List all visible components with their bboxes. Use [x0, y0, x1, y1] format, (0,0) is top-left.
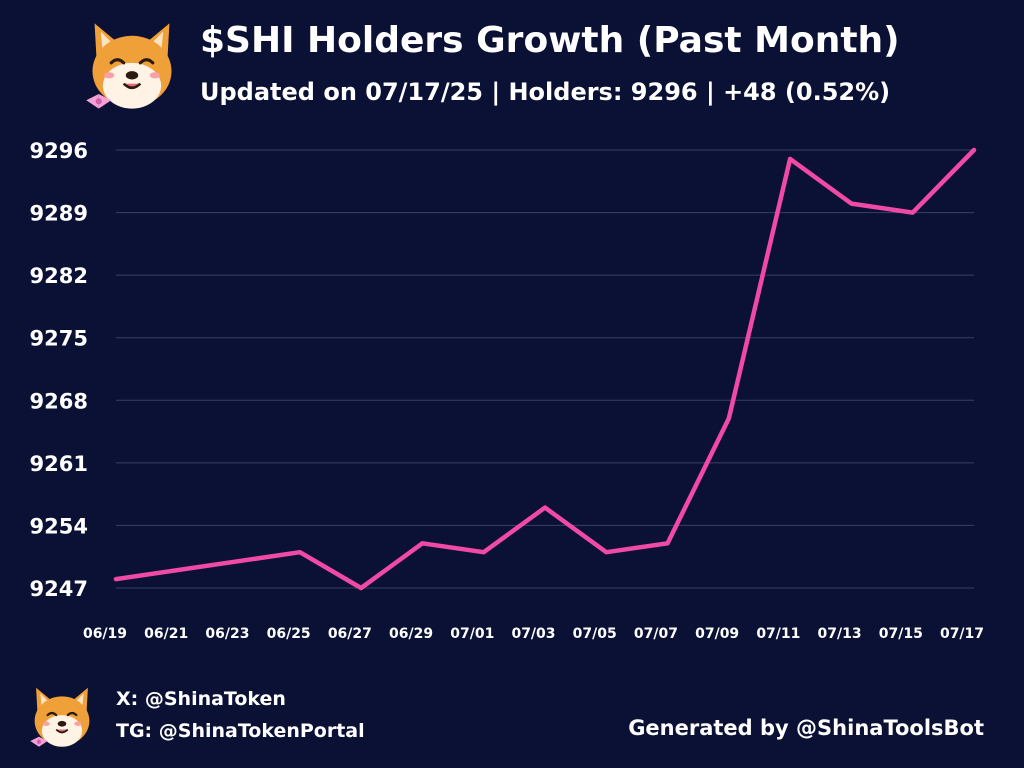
- shina-logo-small: [30, 687, 90, 747]
- chart-title: $SHI Holders Growth (Past Month): [200, 20, 900, 61]
- generated-by-label: Generated by @ShinaToolsBot: [628, 716, 984, 740]
- shina-logo: [86, 23, 172, 109]
- y-tick-label: 9254: [30, 514, 88, 538]
- x-tick-label: 07/15: [879, 626, 923, 642]
- series-line: [113, 147, 977, 591]
- y-tick-label: 9247: [30, 577, 88, 601]
- chart-subtitle: Updated on 07/17/25 | Holders: 9296 | +4…: [200, 78, 891, 106]
- x-tick-label: 07/01: [450, 626, 494, 642]
- line-chart: 9247 9254 9261 9268 9275 9282 9289 9296 06/19 06…: [30, 139, 984, 642]
- x-tick-label: 07/17: [940, 626, 984, 642]
- x-tick-label: 06/21: [144, 626, 188, 642]
- x-tick-label: 07/09: [695, 626, 739, 642]
- x-tick-label: 06/27: [328, 626, 372, 642]
- x-tick-label: 06/23: [205, 626, 249, 642]
- x-tick-label: 07/07: [634, 626, 678, 642]
- y-tick-label: 9296: [30, 139, 88, 163]
- x-tick-label: 06/25: [267, 626, 311, 642]
- x-tick-label: 06/19: [83, 626, 127, 642]
- x-tick-label: 07/11: [756, 626, 800, 642]
- y-tick-label: 9289: [30, 202, 88, 226]
- y-tick-label: 9275: [30, 327, 88, 351]
- x-tick-label: 07/13: [818, 626, 862, 642]
- x-handle: X: @ShinaToken: [116, 688, 286, 710]
- telegram-handle: TG: @ShinaTokenPortal: [116, 720, 365, 742]
- x-tick-label: 07/05: [573, 626, 617, 642]
- y-tick-label: 9261: [30, 452, 88, 476]
- y-tick-label: 9282: [30, 264, 88, 288]
- x-tick-label: 06/29: [389, 626, 433, 642]
- y-tick-label: 9268: [30, 389, 88, 413]
- x-tick-label: 07/03: [511, 626, 555, 642]
